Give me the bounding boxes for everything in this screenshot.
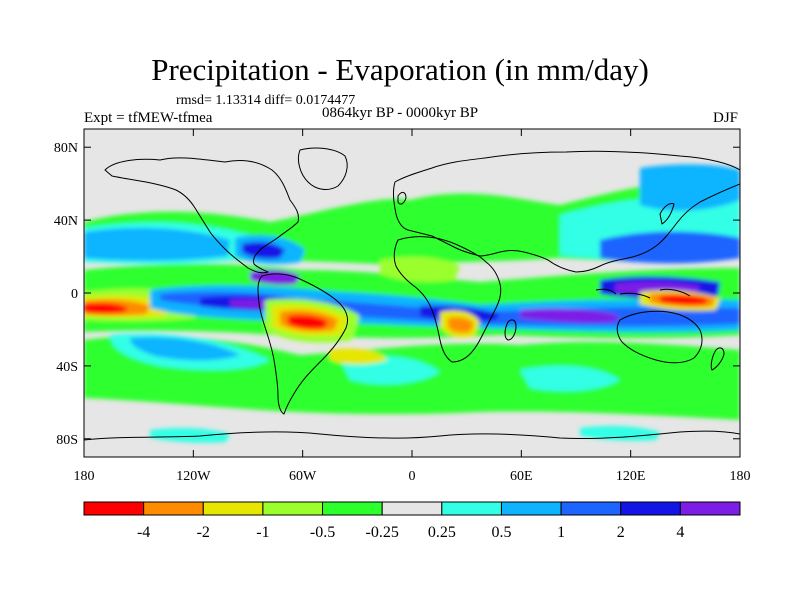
colorbar-label: 0.25	[428, 524, 456, 541]
field-region	[130, 336, 240, 361]
new-zealand-coastline	[710, 347, 725, 371]
lon-tick-label: 60E	[510, 469, 533, 484]
colorbar-swatch	[679, 501, 741, 516]
greenland-coastline	[297, 147, 348, 190]
colorbar-swatch	[143, 501, 204, 516]
field-region	[84, 227, 230, 261]
field-region	[84, 303, 128, 314]
colorbar-label: 1	[557, 524, 565, 541]
field-region	[660, 295, 708, 305]
latitude-axis: 80N 40N 0 40S 80S	[54, 141, 740, 448]
longitude-axis: 180 120W 60W 0 60E 120E 180	[74, 129, 751, 484]
antarctica-coastline	[84, 430, 740, 441]
lon-tick-label: 60W	[289, 469, 317, 484]
japan-coastline	[659, 203, 675, 225]
colorbar-label: 2	[617, 524, 625, 541]
field-region	[640, 164, 740, 211]
field-region	[380, 256, 460, 282]
colorbar-swatch	[83, 501, 145, 516]
coastlines	[84, 147, 740, 441]
field-region	[250, 269, 300, 285]
south-america-coastline	[257, 273, 349, 415]
lat-tick-label: 40S	[56, 360, 78, 375]
colorbar-swatch	[620, 501, 681, 516]
indonesia-coastline	[595, 288, 691, 299]
colorbar-swatch	[381, 501, 443, 516]
field-region	[448, 317, 474, 333]
lon-tick-label: 120W	[176, 469, 211, 484]
colorbar-swatch	[202, 501, 264, 516]
field-region	[520, 308, 620, 323]
colorbar-label: 0.5	[491, 524, 511, 541]
lat-tick-label: 40N	[54, 214, 78, 229]
colorbar: -4 -2 -1 -0.5 -0.25 0.25 0.5 1 2 4	[83, 501, 741, 541]
british-isles-coastline	[397, 191, 407, 205]
colorbar-label: -0.5	[310, 524, 335, 541]
lon-tick-label: 0	[409, 469, 416, 484]
lon-tick-label: 120E	[616, 469, 646, 484]
field-region	[242, 242, 285, 259]
madagascar-coastline	[504, 319, 517, 341]
field-region	[150, 427, 230, 443]
colorbar-label: -2	[197, 524, 210, 541]
colorbar-swatch	[262, 501, 324, 516]
africa-coastline	[393, 236, 502, 363]
lon-tick-label: 180	[730, 469, 751, 484]
colorbar-label: -1	[256, 524, 269, 541]
eurasia-coastline	[392, 150, 740, 273]
field-region	[330, 348, 388, 365]
lon-tick-label: 180	[74, 469, 95, 484]
field-region	[600, 231, 740, 264]
precip-evap-field	[84, 164, 740, 443]
colorbar-label: 4	[676, 524, 684, 541]
plot-title: Precipitation - Evaporation (in mm/day)	[151, 52, 649, 87]
australia-coastline	[616, 310, 703, 364]
colorbar-swatch	[560, 501, 622, 516]
colorbar-label: -4	[137, 524, 150, 541]
north-america-coastline	[104, 157, 299, 274]
colorbar-label: -0.25	[366, 524, 399, 541]
lat-tick-label: 80S	[56, 433, 78, 448]
lat-tick-label: 80N	[54, 141, 78, 156]
colorbar-swatch	[322, 501, 383, 516]
colorbar-swatch	[500, 501, 562, 516]
colorbar-swatch	[441, 501, 502, 516]
rmsd-diff-stats: rmsd= 1.13314 diff= 0.0174477	[176, 93, 356, 108]
experiment-label: Expt = tfMEW-tfmea	[84, 110, 213, 126]
time-period-label: 0864kyr BP - 0000kyr BP	[322, 105, 479, 121]
lat-tick-label: 0	[71, 287, 78, 302]
season-label: DJF	[712, 110, 738, 126]
field-region	[520, 365, 620, 392]
field-region	[288, 315, 328, 329]
field-region	[580, 425, 660, 441]
